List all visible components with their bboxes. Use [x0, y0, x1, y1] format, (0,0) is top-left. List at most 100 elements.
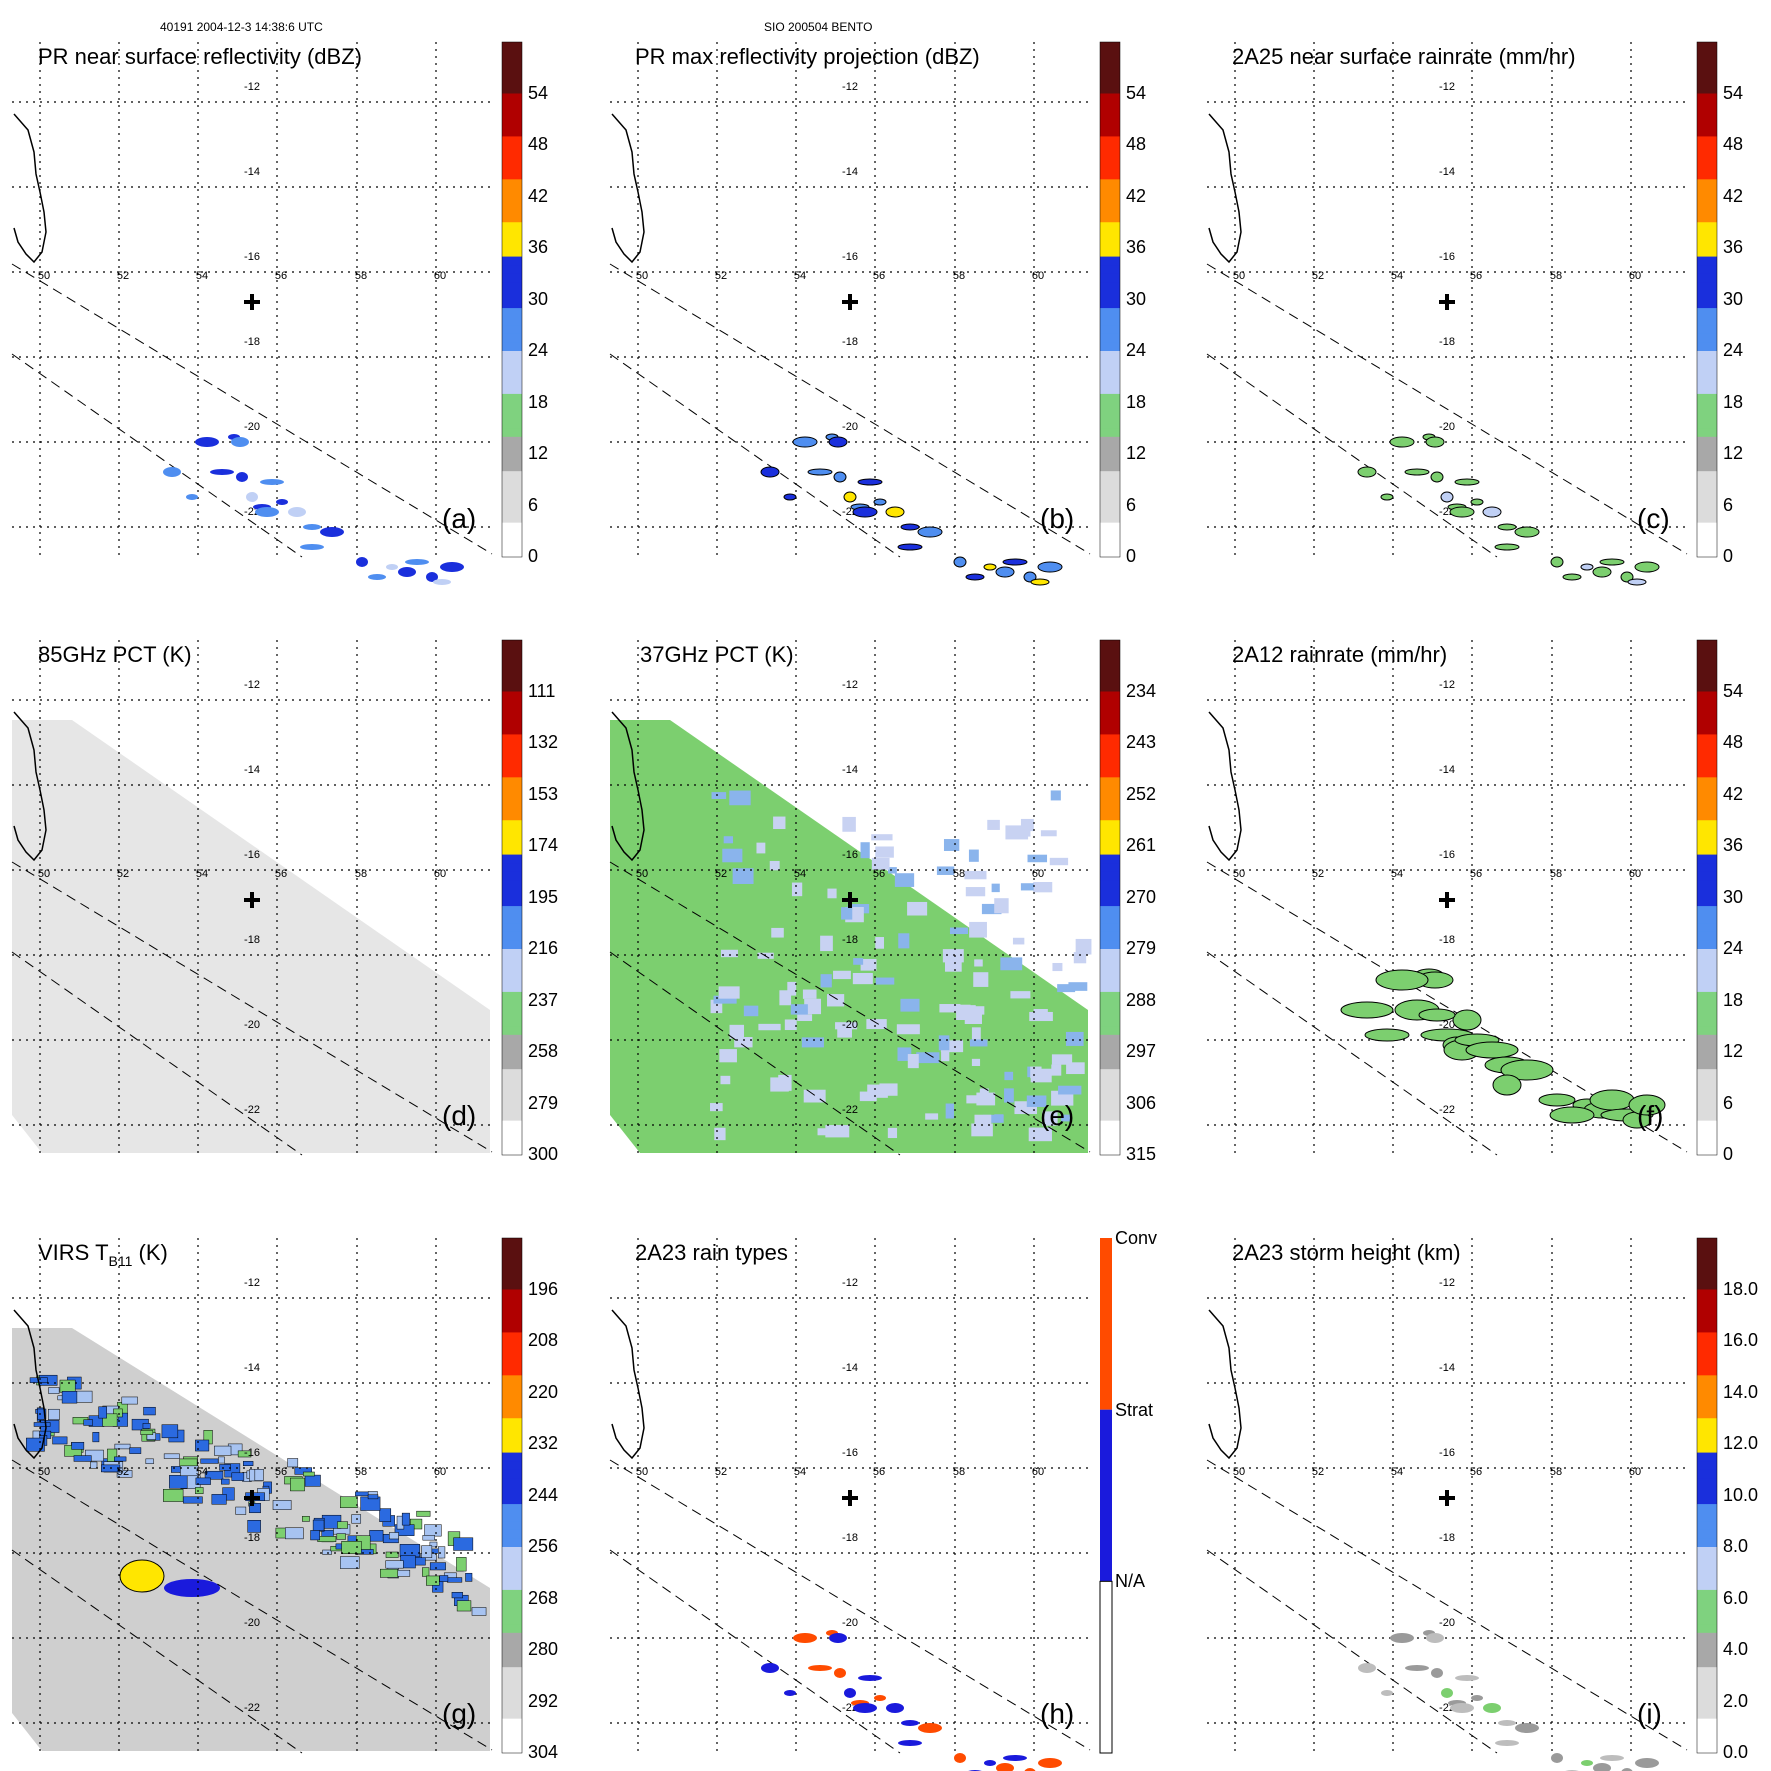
panel-e-lon-label: 60: [1032, 868, 1044, 880]
panel-i-lon-label: 58: [1550, 1466, 1562, 1478]
panel-f-lon-label: 56: [1470, 868, 1482, 880]
panel-e-swath: [610, 720, 1088, 1153]
panel-d-swath: [12, 720, 490, 1153]
panel-b-title: PR max reflectivity projection (dBZ): [635, 44, 980, 69]
panel-b-lat-label: -16: [842, 251, 858, 263]
panel-c-lon-label: 58: [1550, 270, 1562, 282]
panel-f-colorbar-tick: 12: [1723, 1041, 1744, 1061]
panel-g-swath: [12, 1328, 490, 1751]
panel-f-location-marker: [1439, 892, 1455, 908]
panel-a-colorbar-tick: 18: [528, 391, 549, 412]
panel-a-colorbar-tick: 48: [528, 134, 549, 154]
panel-h-label: (h): [1040, 1698, 1075, 1729]
panel-d-colorbar-tick: 258: [528, 1041, 559, 1061]
panel-g-title-sub: B11: [108, 1253, 133, 1269]
panel-d-lon-label: 50: [38, 868, 50, 880]
header-center: SIO 200504 BENTO: [764, 20, 873, 34]
panel-h-coastline: [611, 1309, 645, 1460]
panel-b-colorbar-tick: 36: [1126, 237, 1147, 257]
panel-e-colorbar-tick: 306: [1126, 1092, 1157, 1113]
panel-c-location-marker: [1439, 294, 1455, 310]
panel-a-lat-label: -12: [244, 81, 260, 93]
panel-c-colorbar: [1696, 41, 1718, 558]
panel-c: 50 52 54 56 58 60-12-14-16-18-20-22: [1206, 41, 1718, 586]
panel-b-lat-label: -12: [842, 81, 858, 93]
panel-i-title: 2A23 storm height (km): [1232, 1240, 1461, 1265]
panel-f-colorbar-tick: 42: [1723, 783, 1744, 804]
panel-i-lat-label: -14: [1439, 1362, 1455, 1374]
panel-e-title: 37GHz PCT (K): [640, 642, 794, 667]
panel-b-colorbar-tick: 18: [1126, 391, 1147, 412]
rain-type-strat-swatch: [1100, 1409, 1112, 1582]
panel-d-lon-label: 56: [275, 868, 287, 880]
panel-c-lon-label: 50: [1233, 270, 1245, 282]
rain-type-na-swatch: [1099, 1580, 1113, 1754]
panel-a-lon-label: 60: [434, 270, 446, 282]
panel-h: 50 52 54 56 58 60-12-14-16-18-20-22: [609, 1238, 1113, 1771]
panel-g-lat-label: -18: [244, 1532, 260, 1544]
panel-b-label: (b): [1040, 503, 1075, 534]
panel-f-lat-label: -12: [1439, 679, 1455, 691]
panel-i-colorbar: [1696, 1237, 1718, 1754]
panel-a-colorbar-tick: 12: [528, 443, 549, 463]
panel-h-lat-label: -12: [842, 1277, 858, 1289]
panel-h-colorbar-tick: Strat: [1115, 1399, 1154, 1420]
panel-f-lon-label: 60: [1629, 868, 1641, 880]
panel-f-lat-label: -14: [1439, 764, 1455, 776]
panel-e-location-marker: [842, 892, 858, 908]
panel-i-colorbar-tick: 12.0: [1723, 1433, 1759, 1453]
panel-b-lon-label: 56: [873, 270, 885, 282]
panel-e-lat-label: -18: [842, 934, 858, 946]
panel-f-colorbar-tick: 30: [1723, 886, 1744, 907]
panel-g-lon-label: 50: [38, 1466, 50, 1478]
panel-e-colorbar-tick: 261: [1126, 835, 1157, 855]
panel-g-colorbar-tick: 196: [528, 1278, 559, 1299]
panel-e-lat-label: -12: [842, 679, 858, 691]
panel-e-colorbar-tick: 252: [1126, 783, 1157, 804]
panel-b-colorbar-tick: 42: [1126, 185, 1147, 206]
panel-c-lon-label: 52: [1312, 270, 1324, 282]
panel-d-colorbar-tick: 237: [528, 989, 559, 1010]
panel-i: 50 52 54 56 58 60-12-14-16-18-20-22: [1206, 1237, 1718, 1771]
panel-a-lat-label: -14: [244, 166, 260, 178]
panel-e-colorbar-tick: 315: [1126, 1144, 1157, 1164]
panel-d-title: 85GHz PCT (K): [38, 642, 192, 667]
panel-g-label: (g): [442, 1698, 477, 1729]
panel-g-colorbar-tick: 208: [528, 1330, 559, 1350]
panel-a-location-marker: [244, 294, 260, 310]
panel-a-lon-label: 54: [196, 270, 208, 282]
panel-h-lon-label: 58: [953, 1466, 965, 1478]
panel-d-label: (d): [442, 1100, 477, 1131]
header-left: 40191 2004-12-3 14:38:6 UTC: [160, 20, 323, 34]
panel-a-coastline: [13, 113, 47, 264]
panel-b-lat-label: -18: [842, 336, 858, 348]
panel-g-location-marker: [244, 1490, 260, 1506]
panel-b-colorbar-tick: 54: [1126, 82, 1147, 103]
panel-f-coastline: [1208, 711, 1242, 862]
panel-e-lat-label: -14: [842, 764, 858, 776]
panel-d-colorbar-tick: 132: [528, 732, 559, 752]
panel-a-lon-label: 50: [38, 270, 50, 282]
panel-b-colorbar-tick: 0: [1126, 546, 1137, 566]
panel-c-colorbar-tick: 12: [1723, 443, 1744, 463]
panel-d-colorbar-tick: 111: [528, 680, 556, 701]
panel-e-colorbar-tick: 234: [1126, 680, 1157, 701]
panel-e-colorbar-tick: 297: [1126, 1041, 1157, 1061]
panel-h-lat-label: -14: [842, 1362, 858, 1374]
panel-h-title: 2A23 rain types: [635, 1240, 788, 1265]
panel-e: 50 52 54 56 58 60 -12 -14 -16 -18 -20 -22: [609, 639, 1121, 1156]
panel-f: 50 52 54 56 58 60 -12 -14 -16 -18 -20 -22: [1206, 639, 1718, 1156]
panel-e-lat-label: -16: [842, 849, 858, 861]
panel-d-lon-label: 60: [434, 868, 446, 880]
panel-b-colorbar-tick: 6: [1126, 494, 1137, 515]
panel-g-colorbar-tick: 256: [528, 1536, 559, 1556]
panel-d-colorbar: [501, 639, 523, 1156]
panel-i-colorbar-tick: 10.0: [1723, 1484, 1759, 1505]
panel-e-lat-label: -22: [842, 1104, 858, 1116]
panel-i-colorbar-tick: 2.0: [1723, 1690, 1749, 1711]
panel-e-colorbar-tick: 243: [1126, 732, 1157, 752]
panel-h-location-marker: [842, 1490, 858, 1506]
panel-c-title: 2A25 near surface rainrate (mm/hr): [1232, 44, 1576, 69]
panel-c-colorbar-tick: 54: [1723, 82, 1744, 103]
panel-h-lon-label: 56: [873, 1466, 885, 1478]
